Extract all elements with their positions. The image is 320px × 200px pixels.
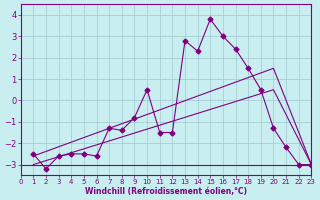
X-axis label: Windchill (Refroidissement éolien,°C): Windchill (Refroidissement éolien,°C) xyxy=(85,187,247,196)
